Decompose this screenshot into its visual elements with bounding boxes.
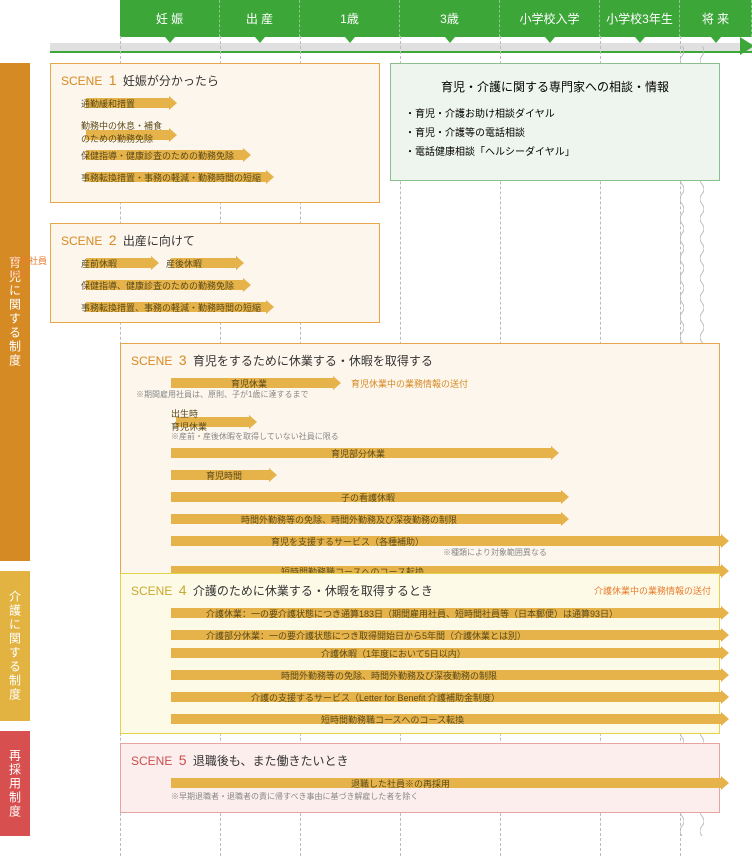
scene-2-left-tag: 女性社員 の方: [11, 254, 49, 280]
scene-4-item-3: 時間外勤務等の免除、時間外勤務及び深夜勤務の制限: [121, 667, 719, 687]
info-box: 育児・介護に関する専門家への相談・情報・育児・介護お助け相談ダイヤル・育児・介護…: [390, 63, 720, 181]
scene-2-header: SCENE 2 出産に向けて: [51, 224, 379, 255]
sidebar-block-1: 介護に関する制度: [0, 571, 30, 721]
scene-4-item-2: 介護休暇（1年度において5日以内）: [121, 645, 719, 665]
scene-1-item-0: 通勤緩和措置: [51, 95, 379, 115]
scene-2-item-2: 事務転換措置、事務の軽減・勤務時間の短縮: [51, 299, 379, 319]
scene-1-item-1: 勤務中の休息・補食 のための勤務免除: [51, 117, 379, 145]
scene-4-right-tag: 介護休業中の業務情報の送付: [594, 584, 711, 597]
scene-1-item-2: 保健指導・健康診査のための勤務免除: [51, 147, 379, 167]
sidebar-column: 育児に関する制度介護に関する制度再採用制度: [0, 63, 30, 846]
scene-4-item-5: 短時間勤務職コースへのコース転換: [121, 711, 719, 731]
sidebar-block-2: 再採用制度: [0, 731, 30, 836]
scene-3-header: SCENE 3 育児をするために休業する・休暇を取得する: [121, 344, 719, 375]
timeline-cell-3: 3歳: [400, 0, 500, 37]
body-area: 育児に関する制度介護に関する制度再採用制度 育児・介護に関する専門家への相談・情…: [0, 63, 752, 846]
scene-5: SCENE 5 退職後も、また働きたいとき退職した社員※の再採用※早期退職者・退…: [120, 743, 720, 813]
scene-2-item-1: 保健指導、健康診査のための勤務免除: [51, 277, 379, 297]
main-column: 育児・介護に関する専門家への相談・情報・育児・介護お助け相談ダイヤル・育児・介護…: [50, 63, 752, 833]
scene-3-item-1: 出生時 育児休業※産前・産後休暇を取得していない社員に限る: [121, 405, 719, 443]
scene-3-item-3: 育児時間: [121, 467, 719, 487]
scene-4-item-0: 介護休業：一の要介護状態につき通算183日（期間雇用社員、短時間社員等（日本郵便…: [121, 605, 719, 625]
scene-3-item-4: 子の看護休暇: [121, 489, 719, 509]
timeline-cell-6: 将 来: [680, 0, 752, 37]
scene-3: SCENE 3 育児をするために休業する・休暇を取得する育児休業※期間雇用社員は…: [120, 343, 720, 586]
timeline-cell-1: 出 産: [220, 0, 300, 37]
scene-1-item-3: 事務転換措置・事務の軽減・勤務時間の短縮: [51, 169, 379, 189]
scene-3-item-2: 育児部分休業: [121, 445, 719, 465]
sidebar-block-0: 育児に関する制度: [0, 63, 30, 561]
scene-3-item-0: 育児休業※期間雇用社員は、原則、子が1歳に達するまで育児休業中の業務情報の送付: [121, 375, 719, 403]
timeline-cell-5: 小学校3年生: [600, 0, 680, 37]
timeline-header: 妊 娠出 産1歳3歳小学校入学小学校3年生将 来: [0, 0, 752, 37]
scene-5-item-0: 退職した社員※の再採用※早期退職者・退職者の責に帰すべき事由に基づき解雇した者を…: [121, 775, 719, 805]
scene-4: SCENE 4 介護のために休業する・休暇を取得するとき介護休業中の業務情報の送…: [120, 573, 720, 734]
scene-4-item-4: 介護の支援するサービス（Letter for Benefit 介護補助金制度）: [121, 689, 719, 709]
timeline-cell-4: 小学校入学: [500, 0, 600, 37]
scene-2: SCENE 2 出産に向けて女性社員 の方産前休暇産後休暇保健指導、健康診査のた…: [50, 223, 380, 323]
diagram-root: 妊 娠出 産1歳3歳小学校入学小学校3年生将 来 育児に関する制度介護に関する制…: [0, 0, 752, 846]
timeline-cell-0: 妊 娠: [120, 0, 220, 37]
scene-3-item-6: 育児を支援するサービス（各種補助）※種類により対象範囲異なる: [121, 533, 719, 561]
scene-1-header: SCENE 1 妊娠が分かったら: [51, 64, 379, 95]
scene-4-item-1: 介護部分休業：一の要介護状態につき取得開始日から5年間（介護休業とは別）: [121, 627, 719, 643]
scene-3-item-5: 時間外勤務等の免除、時間外勤務及び深夜勤務の制限: [121, 511, 719, 531]
scene-1: SCENE 1 妊娠が分かったら通勤緩和措置勤務中の休息・補食 のための勤務免除…: [50, 63, 380, 203]
scene-2-item-0: 産前休暇産後休暇: [51, 255, 379, 275]
timeline-cell-2: 1歳: [300, 0, 400, 37]
timeline-arrow: [50, 43, 752, 53]
scene-5-header: SCENE 5 退職後も、また働きたいとき: [121, 744, 719, 775]
